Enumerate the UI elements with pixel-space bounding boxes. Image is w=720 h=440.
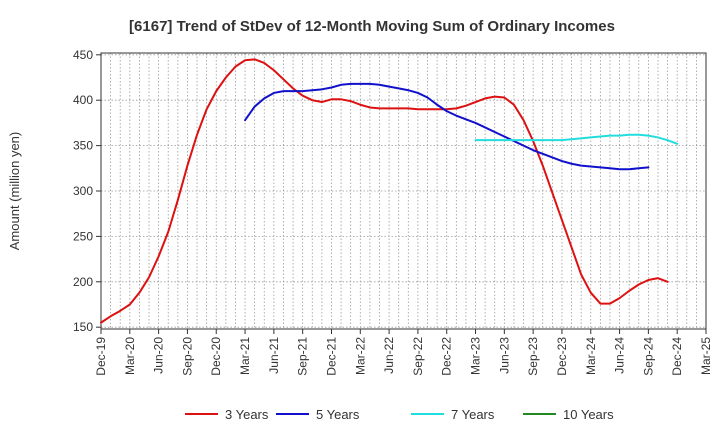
x-tick-label: Dec-24: [670, 337, 684, 376]
y-tick-label: 250: [73, 229, 93, 243]
legend-label-3-years: 3 Years: [225, 407, 269, 422]
series-line-3-years: [100, 58, 669, 324]
x-tick-label: Sep-20: [180, 337, 194, 376]
x-tick-label: Jun-22: [382, 337, 396, 374]
x-tick-label: Mar-23: [469, 337, 483, 375]
series-lines: [100, 58, 679, 324]
chart-title: [6167] Trend of StDev of 12-Month Moving…: [129, 18, 615, 35]
y-tick-label: 150: [73, 320, 93, 334]
x-tick-label: Jun-20: [152, 337, 166, 374]
legend-label-5-years: 5 Years: [316, 407, 360, 422]
y-axis-label: Amount (million yen): [7, 132, 22, 251]
legend-label-10-years: 10 Years: [563, 407, 614, 422]
x-tick-label: Jun-23: [497, 337, 511, 374]
y-tick-label: 400: [73, 93, 93, 107]
x-tick-label: Dec-19: [94, 337, 108, 376]
x-tick-label: Mar-24: [584, 337, 598, 375]
x-tick-label: Mar-21: [238, 337, 252, 375]
series-line-7-years: [474, 133, 679, 145]
x-tick-label: Dec-23: [555, 337, 569, 376]
y-axis-ticks: 150 200 250 300 350 400 450: [73, 48, 101, 334]
x-tick-label: Dec-20: [209, 337, 223, 376]
legend: 3 Years 5 Years 7 Years 10 Years: [185, 407, 614, 422]
series-line-5-years: [244, 82, 650, 171]
x-tick-label: Mar-20: [123, 337, 137, 375]
x-tick-label: Sep-23: [526, 337, 540, 376]
y-tick-label: 350: [73, 139, 93, 153]
legend-label-7-years: 7 Years: [451, 407, 495, 422]
y-tick-label: 300: [73, 184, 93, 198]
y-tick-label: 450: [73, 48, 93, 62]
y-tick-label: 200: [73, 275, 93, 289]
x-tick-label: Jun-21: [267, 337, 281, 374]
x-tick-label: Sep-24: [641, 337, 655, 376]
x-tick-label: Mar-22: [353, 337, 367, 375]
x-tick-label: Dec-22: [440, 337, 454, 376]
x-tick-label: Sep-22: [411, 337, 425, 376]
x-tick-label: Mar-25: [699, 337, 713, 375]
x-tick-label: Jun-24: [613, 337, 627, 374]
x-tick-label: Dec-21: [324, 337, 338, 376]
x-axis-ticks: Dec-19 Mar-20 Jun-20 Sep-20 Dec-20 Mar-21 Jun-…: [94, 329, 713, 376]
grid: [101, 53, 706, 329]
x-tick-label: Sep-21: [296, 337, 310, 376]
